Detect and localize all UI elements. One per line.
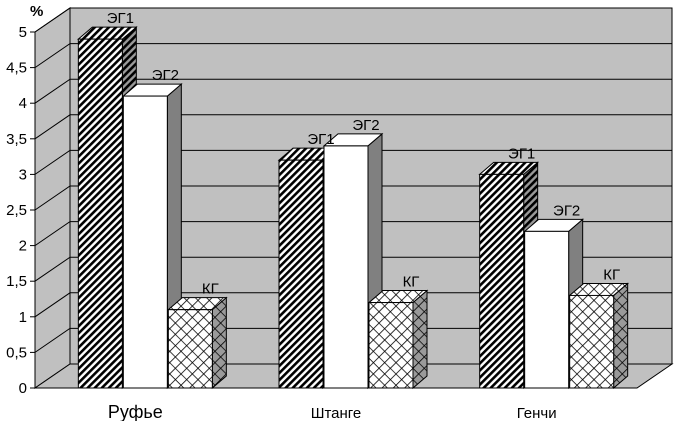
y-tick-label: 2,5	[6, 202, 27, 219]
x-tick-label: Генчи	[517, 405, 557, 421]
y-tick-label: 5	[19, 24, 27, 41]
bar-front	[167, 309, 213, 389]
gridline	[34, 221, 672, 247]
x-tick-label: Руфье	[108, 402, 163, 421]
bar	[478, 161, 540, 390]
bar	[568, 282, 630, 390]
gridline	[34, 292, 672, 318]
bar-front	[479, 173, 525, 389]
bar-side	[613, 282, 629, 390]
bar-front	[524, 230, 570, 389]
y-axis-unit-label: %	[30, 3, 43, 20]
bar	[166, 296, 228, 390]
bar-front	[323, 145, 369, 389]
x-tick-label: Штанге	[311, 405, 362, 421]
data-label: ЭГ1	[307, 131, 334, 148]
data-label: ЭГ1	[107, 10, 134, 27]
y-tick-label: 1	[19, 309, 27, 326]
bar	[367, 289, 429, 390]
y-tick-label: 0,5	[6, 344, 27, 361]
bar-front	[122, 95, 168, 389]
bar-front	[77, 38, 123, 389]
data-label: ЭГ2	[352, 117, 379, 134]
y-tick-label: 3	[19, 166, 27, 183]
bar-front	[569, 294, 615, 389]
bar-front	[368, 302, 414, 389]
y-tick-label: 2	[19, 238, 27, 255]
gridline	[34, 327, 672, 353]
gridline	[34, 185, 672, 211]
bar-front	[278, 159, 324, 389]
gridline	[34, 78, 672, 104]
gridline	[34, 7, 672, 33]
y-tick-label: 4	[19, 95, 27, 112]
y-tick-label: 0	[19, 380, 27, 397]
data-label: ЭГ2	[152, 67, 179, 84]
bar-side	[211, 296, 227, 390]
data-label: ЭГ2	[553, 202, 580, 219]
gridline	[34, 114, 672, 140]
bar-side	[412, 289, 428, 390]
gridline	[34, 256, 672, 282]
data-label: КГ	[603, 266, 620, 283]
data-label: ЭГ1	[508, 145, 535, 162]
y-tick-label: 4,5	[6, 60, 27, 77]
data-label: КГ	[202, 281, 219, 298]
y-tick-label: 3,5	[6, 131, 27, 148]
gridline	[34, 43, 672, 69]
data-label: КГ	[403, 274, 420, 291]
gridline	[34, 149, 672, 175]
y-tick-label: 1,5	[6, 273, 27, 290]
